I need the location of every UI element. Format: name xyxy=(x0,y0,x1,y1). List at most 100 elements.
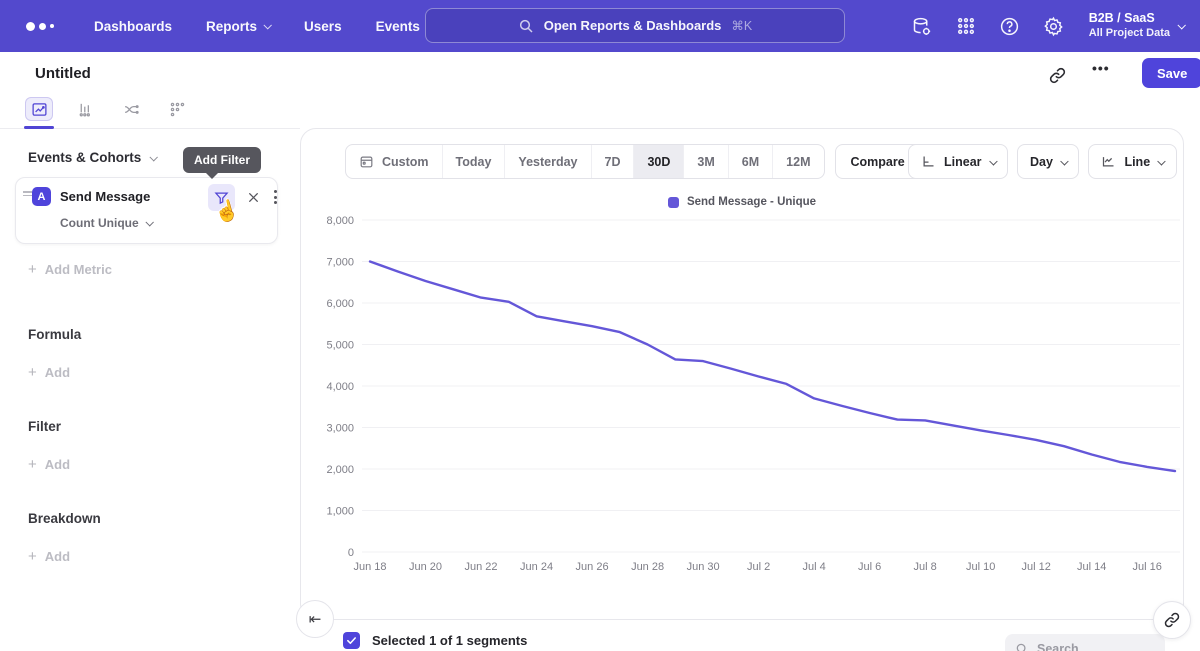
apps-grid-icon[interactable] xyxy=(955,15,977,37)
mixpanel-logo-icon[interactable] xyxy=(26,21,66,31)
flows-icon xyxy=(124,104,139,114)
data-connections-icon[interactable] xyxy=(911,15,933,37)
metric-aggregation-select[interactable]: Count Unique xyxy=(60,216,154,230)
events-cohorts-header[interactable]: Events & Cohorts xyxy=(28,150,159,165)
report-type-tabs xyxy=(0,98,300,129)
date-range-12m[interactable]: 12M xyxy=(772,145,823,178)
settings-gear-icon[interactable] xyxy=(1043,15,1065,37)
add-filter-button[interactable] xyxy=(208,184,235,211)
svg-text:Jun 28: Jun 28 xyxy=(631,561,664,573)
line-chart[interactable]: 0 1,000 2,000 3,000 4,000 5,000 6,000 7,000 8,00… xyxy=(300,212,1184,584)
tab-bars[interactable] xyxy=(72,98,98,120)
line-chart-icon xyxy=(1103,157,1114,167)
chart-card xyxy=(300,128,1184,620)
more-options-icon[interactable]: ••• xyxy=(1092,60,1110,76)
svg-text:4,000: 4,000 xyxy=(326,381,354,393)
section-title-filter: Filter xyxy=(28,419,62,434)
svg-text:1,000: 1,000 xyxy=(326,506,354,518)
plus-icon: + xyxy=(28,548,37,565)
chart-legend[interactable]: Send Message - Unique xyxy=(300,196,1184,208)
metric-letter-badge: A xyxy=(32,187,51,206)
tab-flows[interactable] xyxy=(118,98,144,120)
nav-item-reports[interactable]: Reports xyxy=(206,19,272,34)
svg-text:0: 0 xyxy=(348,547,354,559)
add-formula-button[interactable]: + Add xyxy=(28,364,71,381)
share-link-button[interactable] xyxy=(1153,601,1191,639)
chevron-down-icon xyxy=(1177,21,1186,30)
collapse-sidebar-button[interactable]: ⇤ xyxy=(296,600,334,638)
segments-search-input[interactable]: Search xyxy=(1005,634,1165,651)
chevron-down-icon xyxy=(145,218,154,227)
section-title-formula: Formula xyxy=(28,327,82,342)
add-breakdown-button[interactable]: + Add xyxy=(28,548,71,565)
segments-row: Selected 1 of 1 segments xyxy=(343,632,527,649)
chart-type-select[interactable]: Line xyxy=(1088,144,1177,179)
date-range-today[interactable]: Today xyxy=(441,145,505,178)
chevron-down-icon xyxy=(1060,156,1069,165)
nav-item-events[interactable]: Events xyxy=(375,18,420,34)
plus-icon: + xyxy=(28,364,37,381)
copy-link-icon[interactable] xyxy=(1044,62,1070,88)
title-bar: Untitled ••• Save xyxy=(0,52,1200,98)
nav-item-users[interactable]: Users xyxy=(304,18,342,34)
date-range-yesterday[interactable]: Yesterday xyxy=(504,145,590,178)
events-cohorts-label: Events & Cohorts xyxy=(28,150,142,165)
svg-text:Jun 22: Jun 22 xyxy=(465,561,498,573)
plus-icon: + xyxy=(28,261,37,278)
linear-axis-icon xyxy=(923,156,934,167)
date-toolbar: Custom Today Yesterday 7D 30D 3M 6M 12M Compare… xyxy=(345,144,966,179)
help-icon[interactable] xyxy=(999,15,1021,37)
add-filter-button[interactable]: + Add xyxy=(28,456,71,473)
granularity-select[interactable]: Day xyxy=(1017,144,1080,179)
metric-more-options-icon[interactable] xyxy=(268,186,282,208)
save-button[interactable]: Save xyxy=(1142,58,1200,88)
section-title-breakdown: Breakdown xyxy=(28,511,101,526)
report-title[interactable]: Untitled xyxy=(35,65,91,82)
view-controls: Linear Day Line xyxy=(908,144,1177,179)
date-range-custom[interactable]: Custom xyxy=(346,145,442,178)
search-icon xyxy=(519,19,533,33)
tab-insights[interactable] xyxy=(24,98,54,129)
chart-type-label: Line xyxy=(1124,154,1151,169)
svg-text:Jun 20: Jun 20 xyxy=(409,561,442,573)
link-icon xyxy=(1164,612,1180,628)
svg-text:8,000: 8,000 xyxy=(326,215,354,227)
remove-metric-button[interactable] xyxy=(243,187,263,207)
svg-text:Jul 14: Jul 14 xyxy=(1077,561,1106,573)
drag-handle-icon[interactable] xyxy=(23,191,32,197)
segments-search-placeholder: Search xyxy=(1037,642,1079,651)
svg-text:Jul 6: Jul 6 xyxy=(858,561,881,573)
date-range-6m[interactable]: 6M xyxy=(727,145,772,178)
check-icon xyxy=(347,637,356,645)
legend-label: Send Message - Unique xyxy=(686,196,817,208)
filter-funnel-icon xyxy=(214,192,229,205)
chevron-down-icon xyxy=(1157,156,1166,165)
search-shortcut: ⌘K xyxy=(731,19,753,33)
segments-checkbox[interactable] xyxy=(343,632,360,649)
date-range-7d[interactable]: 7D xyxy=(590,145,634,178)
scale-select[interactable]: Linear xyxy=(908,144,1009,179)
global-search[interactable]: Open Reports & Dashboards ⌘K xyxy=(425,8,845,43)
svg-text:Jul 16: Jul 16 xyxy=(1133,561,1162,573)
metric-aggregation-label: Count Unique xyxy=(60,216,139,230)
calendar-icon xyxy=(360,156,373,168)
svg-text:Jul 10: Jul 10 xyxy=(966,561,995,573)
date-range-segmented-control: Custom Today Yesterday 7D 30D 3M 6M 12M xyxy=(345,144,825,179)
add-filter-tooltip: Add Filter xyxy=(183,147,261,179)
nav-item-dashboards[interactable]: Dashboards xyxy=(94,18,173,34)
add-metric-button[interactable]: + Add Metric xyxy=(28,261,112,278)
date-range-30d[interactable]: 30D xyxy=(633,145,684,178)
chevron-down-icon xyxy=(989,156,997,165)
segments-selected-label: Selected 1 of 1 segments xyxy=(372,633,528,648)
svg-text:5,000: 5,000 xyxy=(326,340,354,352)
project-switcher[interactable]: B2B / SaaS All Project Data xyxy=(1088,11,1186,40)
bar-chart-icon xyxy=(79,103,90,116)
plus-icon: + xyxy=(28,456,37,473)
granularity-label: Day xyxy=(1030,154,1053,169)
tab-retention[interactable] xyxy=(164,98,190,120)
date-range-3m[interactable]: 3M xyxy=(683,145,727,178)
metric-event-name[interactable]: Send Message xyxy=(60,189,151,204)
project-name: B2B / SaaS xyxy=(1088,11,1155,26)
retention-grid-icon xyxy=(170,102,184,116)
